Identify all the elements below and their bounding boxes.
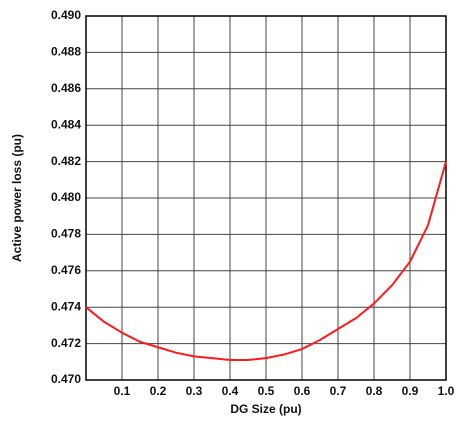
y-tick-label: 0.482	[51, 154, 81, 168]
x-tick-label: 0.7	[330, 384, 347, 398]
y-tick-label: 0.476	[51, 263, 81, 277]
y-tick-label: 0.484	[51, 117, 81, 131]
y-tick-label: 0.472	[51, 336, 81, 350]
x-tick-label: 0.3	[186, 384, 203, 398]
x-tick-label: 0.6	[294, 384, 311, 398]
y-tick-label: 0.478	[51, 227, 81, 241]
x-tick-label: 0.9	[402, 384, 419, 398]
x-axis-title: DG Size (pu)	[230, 402, 301, 416]
y-tick-label: 0.480	[51, 190, 81, 204]
y-tick-label: 0.490	[51, 8, 81, 22]
y-tick-label: 0.470	[51, 372, 81, 386]
x-tick-label: 0.4	[222, 384, 239, 398]
line	[85, 161, 447, 361]
y-tick-label: 0.486	[51, 81, 81, 95]
y-axis-title: Active power loss (pu)	[10, 134, 24, 262]
x-tick-label: 0.8	[366, 384, 383, 398]
y-tick-label: 0.488	[51, 45, 81, 59]
x-tick-label: 1.0	[438, 384, 455, 398]
x-tick-label: 0.1	[114, 384, 131, 398]
x-tick-label: 0.2	[150, 384, 167, 398]
x-tick-label: 0.5	[258, 384, 275, 398]
plot-frame	[85, 15, 447, 381]
y-tick-label: 0.474	[51, 299, 81, 313]
